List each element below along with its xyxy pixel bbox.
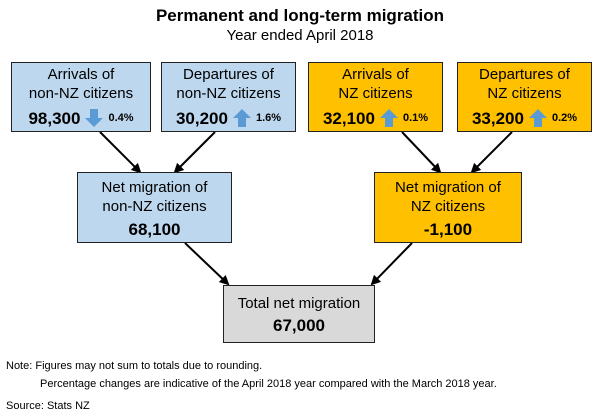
- up-arrow-icon: [528, 108, 548, 128]
- departures-non-nz-box: Departures of non-NZ citizens 30,200 1.6…: [161, 62, 296, 132]
- departures-non-nz-label-line2: non-NZ citizens: [176, 85, 281, 102]
- arrivals-non-nz-change: 0.4%: [108, 111, 134, 124]
- up-arrow-icon: [379, 108, 399, 128]
- departures-nz-label-line2: NZ citizens: [487, 85, 562, 102]
- arrivals-non-nz-value: 98,300: [28, 108, 81, 128]
- departures-nz-change: 0.2%: [551, 111, 578, 124]
- net-nz-value: -1,100: [423, 220, 473, 239]
- net-non-nz-label-line1: Net migration of: [101, 179, 208, 196]
- arrivals-non-nz-box: Arrivals of non-NZ citizens 98,300 0.4%: [11, 62, 151, 132]
- note-percentage: Percentage changes are indicative of the…: [40, 378, 497, 390]
- arrivals-nz-label-line1: Arrivals of: [342, 66, 409, 83]
- down-arrow-icon: [84, 108, 104, 128]
- up-arrow-icon: [232, 108, 252, 128]
- connector-departures-non-nz: [173, 131, 216, 174]
- departures-non-nz-change: 1.6%: [255, 111, 282, 124]
- connector-net-nz: [370, 242, 413, 286]
- arrivals-nz-box: Arrivals of NZ citizens 32,100 0.1%: [308, 62, 443, 132]
- departures-nz-value: 33,200: [471, 108, 524, 128]
- arrivals-nz-change: 0.1%: [402, 111, 429, 124]
- arrivals-non-nz-label-line1: Arrivals of: [47, 66, 115, 83]
- arrivals-non-nz-label-line2: non-NZ citizens: [28, 85, 134, 102]
- departures-non-nz-label-line1: Departures of: [183, 66, 274, 83]
- source-note: Source: Stats NZ: [6, 400, 90, 412]
- arrivals-nz-value: 32,100: [322, 108, 375, 128]
- connector-net-non-nz: [184, 242, 230, 286]
- arrivals-nz-label-line2: NZ citizens: [338, 85, 413, 102]
- net-non-nz-value: 68,100: [128, 220, 181, 239]
- note-rounding: Note: Figures may not sum to totals due …: [6, 360, 263, 372]
- net-nz-label-line2: NZ citizens: [410, 198, 486, 215]
- connector-arrivals-nz: [401, 131, 442, 174]
- diagram-subtitle: Year ended April 2018: [226, 27, 374, 44]
- departures-non-nz-value: 30,200: [175, 108, 228, 128]
- diagram-title: Permanent and long-term migration: [155, 6, 445, 25]
- total-net-value: 67,000: [273, 316, 325, 335]
- total-net-box: Total net migration 67,000: [223, 285, 375, 343]
- net-non-nz-label-line2: non-NZ citizens: [102, 198, 207, 215]
- net-nz-label-line1: Net migration of: [395, 179, 501, 196]
- net-non-nz-box: Net migration of non-NZ citizens 68,100: [77, 172, 232, 243]
- departures-nz-box: Departures of NZ citizens 33,200 0.2%: [457, 62, 592, 132]
- departures-nz-label-line1: Departures of: [479, 66, 570, 83]
- connector-arrivals-non-nz: [99, 131, 142, 174]
- net-nz-box: Net migration of NZ citizens -1,100: [374, 172, 522, 243]
- total-net-label: Total net migration: [237, 295, 361, 312]
- connector-departures-nz: [470, 131, 513, 174]
